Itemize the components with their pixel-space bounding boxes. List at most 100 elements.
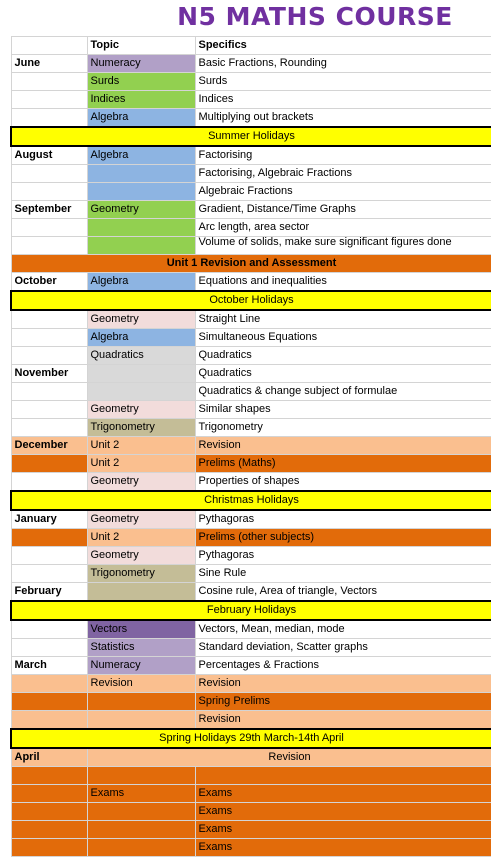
table-row: Algebra Simultaneous Equations [10,328,491,347]
topic-cell [86,364,196,383]
table-row: Trigonometry Trigonometry [10,418,491,437]
specifics-cell: Quadratics & change subject of formulae [194,382,491,401]
month-cell [10,90,88,109]
specifics-cell: Percentages & Fractions [194,656,491,675]
topic-cell: Indices [86,90,196,109]
specifics-cell: Simultaneous Equations [194,328,491,347]
specifics-cell: Trigonometry [194,418,491,437]
table-row: Quadratics & change subject of formulae [10,382,491,401]
month-cell [10,454,88,473]
month-cell [10,710,88,730]
table-row: Revision Revision [10,674,491,693]
month-cell [10,382,88,401]
month-cell [10,472,88,492]
specifics-cell: Exams [194,784,491,803]
topic-cell: Numeracy [86,54,196,73]
table-row: Quadratics Quadratics [10,346,491,365]
month-cell: June [10,54,88,73]
specifics-cell: Equations and inequalities [194,272,491,292]
revision-banner: Revision [86,747,491,767]
specifics-cell: Quadratics [194,346,491,365]
page-title: N5 MATHS COURSE [177,2,453,31]
table-row: Algebraic Fractions [10,182,491,201]
topic-cell: Trigonometry [86,564,196,583]
table-row: June Numeracy Basic Fractions, Rounding [10,54,491,73]
topic-cell: Unit 2 [86,528,196,547]
topic-cell [86,766,196,785]
table-row: Summer Holidays [10,126,491,147]
month-cell [10,802,88,821]
topic-cell: Quadratics [86,346,196,365]
month-cell: February [10,582,88,602]
topic-cell [86,802,196,821]
month-cell: December [10,436,88,455]
table-row: Surds Surds [10,72,491,91]
topic-cell: Geometry [86,309,196,329]
table-row: Geometry Properties of shapes [10,472,491,492]
specifics-cell: Pythagoras [194,509,491,529]
table-row: January Geometry Pythagoras [10,509,491,529]
table-row: February Cosine rule, Area of triangle, V… [10,582,491,602]
table-row: Christmas Holidays [10,490,491,511]
month-cell [10,182,88,201]
month-cell [10,766,88,785]
topic-cell: Numeracy [86,656,196,675]
table-row: November Quadratics [10,364,491,383]
table-row: Volume of solids, make sure significant … [10,236,491,255]
specifics-cell: Straight Line [194,309,491,329]
topic-cell [86,838,196,857]
specifics-cell: Standard deviation, Scatter graphs [194,638,491,657]
table-row: Factorising, Algebraic Fractions [10,164,491,183]
specifics-cell: Basic Fractions, Rounding [194,54,491,73]
month-cell [10,619,88,639]
specifics-cell: Volume of solids, make sure significant … [194,236,491,255]
month-cell: January [10,509,88,529]
month-cell [10,328,88,347]
specifics-cell: Factorising, Algebraic Fractions [194,164,491,183]
specifics-cell: Vectors, Mean, median, mode [194,619,491,639]
month-header [10,36,88,55]
specifics-cell: Spring Prelims [194,692,491,711]
topic-cell [86,164,196,183]
topic-cell: Trigonometry [86,418,196,437]
month-cell [10,218,88,237]
specifics-cell: Factorising [194,145,491,165]
month-cell [10,638,88,657]
month-cell: August [10,145,88,165]
course-rows: June Numeracy Basic Fractions, Rounding Sur… [10,54,491,857]
specifics-cell: Indices [194,90,491,109]
table-row: Exams Exams [10,784,491,803]
topic-cell: Statistics [86,638,196,657]
assessment-banner: Unit 1 Revision and Assessment [10,254,491,273]
table-row: Spring Holidays 29th March-14th April [10,728,491,749]
specifics-header: Specifics [194,36,491,55]
table-row: Arc length, area sector [10,218,491,237]
holiday-banner: October Holidays [10,290,491,311]
topic-cell: Revision [86,674,196,693]
table-row: Geometry Pythagoras [10,546,491,565]
month-cell [10,674,88,693]
topic-cell [86,218,196,237]
table-row: October Holidays [10,290,491,311]
table-row: Vectors Vectors, Mean, median, mode [10,619,491,639]
table-row: Trigonometry Sine Rule [10,564,491,583]
month-cell [10,164,88,183]
specifics-cell: Exams [194,838,491,857]
month-cell [10,400,88,419]
specifics-cell: Surds [194,72,491,91]
month-cell [10,108,88,128]
month-cell [10,72,88,91]
specifics-cell: Multiplying out brackets [194,108,491,128]
month-cell [10,784,88,803]
table-row: Unit 2 Prelims (Maths) [10,454,491,473]
specifics-cell: Algebraic Fractions [194,182,491,201]
month-cell [10,692,88,711]
month-cell: March [10,656,88,675]
table-row [10,766,491,785]
month-cell [10,418,88,437]
header-row: Topic Specifics [10,36,491,55]
topic-cell: Unit 2 [86,454,196,473]
specifics-cell: Pythagoras [194,546,491,565]
table-row: September Geometry Gradient, Distance/Time… [10,200,491,219]
table-row: March Numeracy Percentages & Fractions [10,656,491,675]
